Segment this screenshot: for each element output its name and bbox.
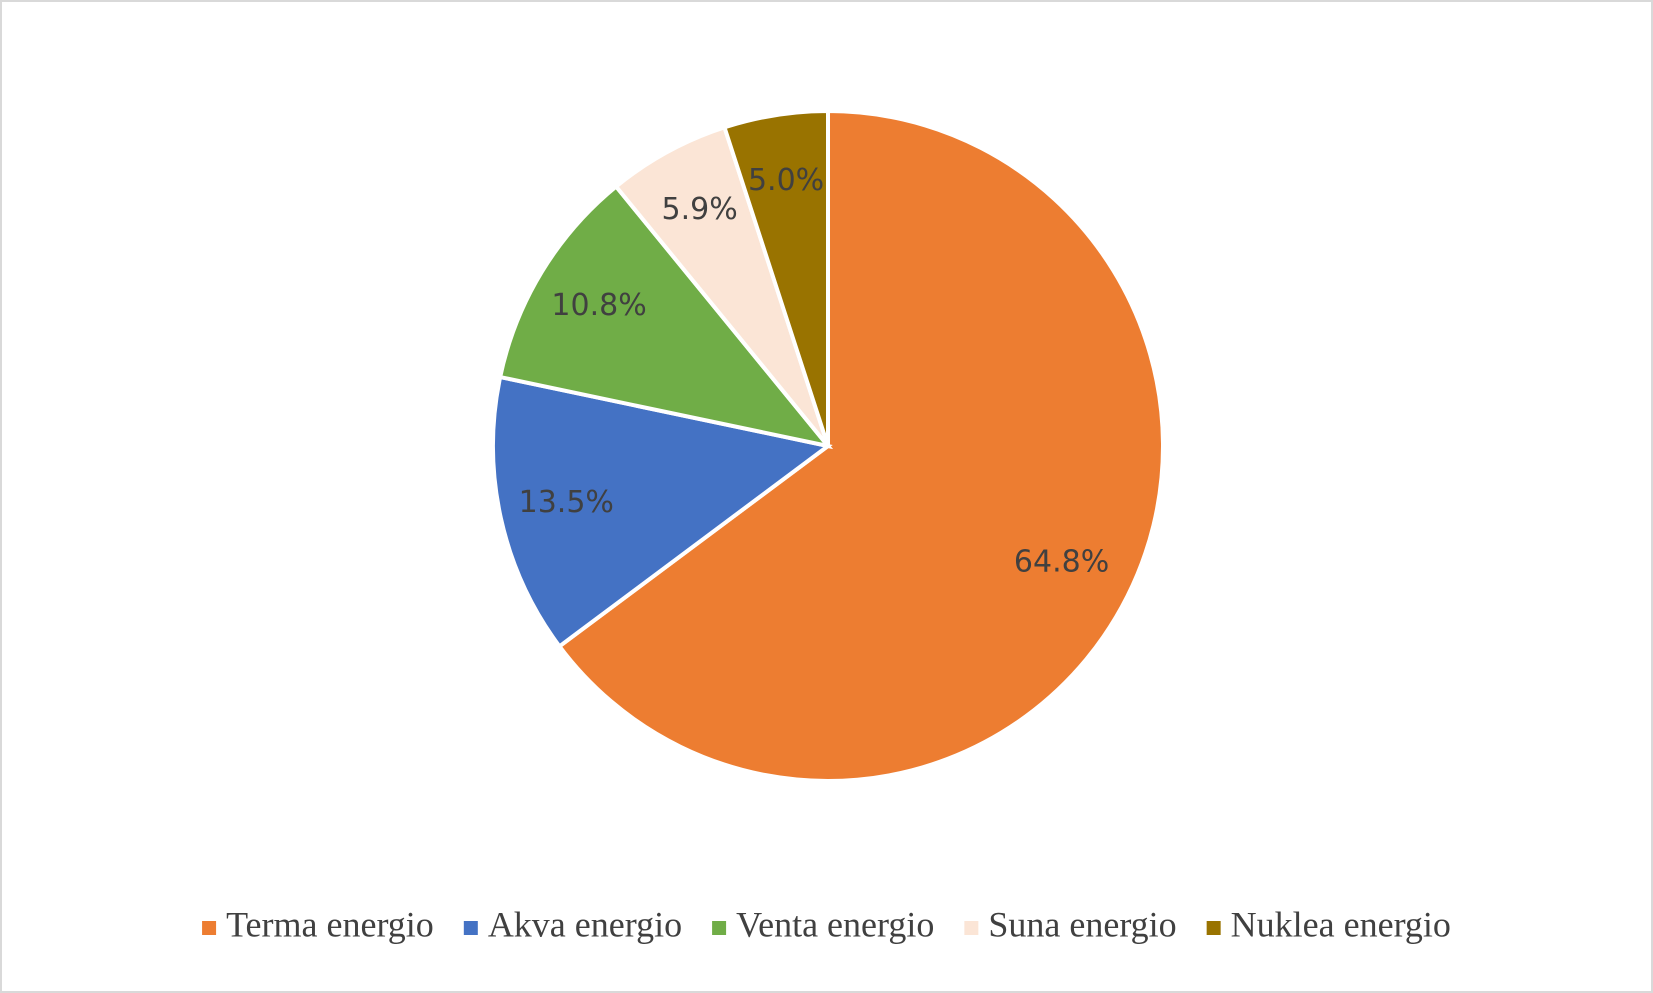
pie-slice xyxy=(491,374,833,650)
legend-label: Nuklea energio xyxy=(1231,904,1451,944)
value-label: 10.8% xyxy=(551,288,646,323)
legend-swatch xyxy=(202,921,217,935)
value-label: 5.0% xyxy=(748,163,824,198)
pie-slice xyxy=(497,183,834,450)
legend-swatch xyxy=(964,921,979,935)
value-label: 13.5% xyxy=(519,485,614,520)
value-label: 5.9% xyxy=(662,192,738,227)
legend-swatch xyxy=(1206,921,1221,935)
legend-label: Akva energio xyxy=(488,904,682,944)
legend-label: Suna energio xyxy=(988,904,1176,944)
value-label: 64.8% xyxy=(1014,545,1109,580)
legend-label: Terma energio xyxy=(226,904,434,944)
legend-label: Venta energio xyxy=(736,904,934,944)
legend-swatch xyxy=(712,921,727,935)
pie-slice xyxy=(721,108,830,447)
pie-slice xyxy=(613,124,830,448)
pie-slice xyxy=(556,108,1165,783)
legend-swatch xyxy=(463,921,478,935)
